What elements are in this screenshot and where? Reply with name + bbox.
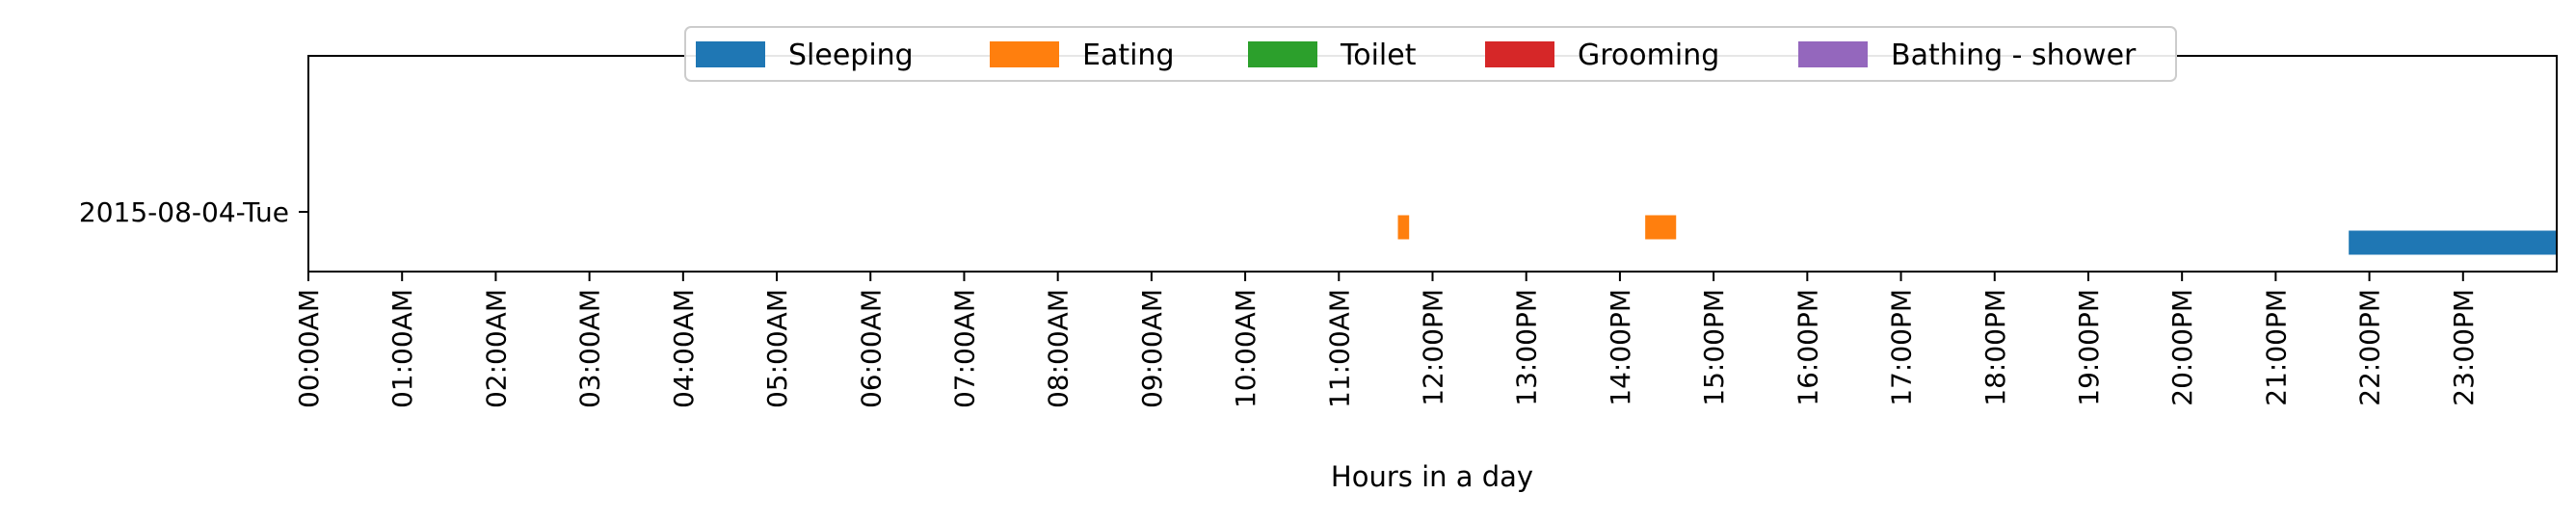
bar-layer xyxy=(1397,215,2557,255)
x-tick-label: 15:00PM xyxy=(1698,289,1730,406)
legend-label: Grooming xyxy=(1578,39,1719,72)
x-tick-label: 03:00AM xyxy=(574,289,606,408)
x-tick-label: 07:00AM xyxy=(948,289,980,408)
x-tick-label: 23:00PM xyxy=(2448,289,2480,406)
x-tick-label: 22:00PM xyxy=(2354,289,2386,406)
x-tick-label: 20:00PM xyxy=(2166,289,2198,406)
x-tick-label: 21:00PM xyxy=(2260,289,2292,406)
x-tick-label: 09:00AM xyxy=(1136,289,1168,408)
x-axis-title: Hours in a day xyxy=(1331,460,1533,493)
x-tick-label: 01:00AM xyxy=(386,289,418,408)
legend-label: Eating xyxy=(1082,39,1175,72)
y-tick-label: 2015-08-04-Tue xyxy=(79,196,289,228)
legend-swatch xyxy=(990,41,1059,67)
legend-swatch xyxy=(1248,41,1317,67)
y-axis: 2015-08-04-Tue xyxy=(79,196,308,228)
legend-swatch xyxy=(696,41,765,67)
x-tick-label: 02:00AM xyxy=(480,289,512,408)
x-tick-label: 19:00PM xyxy=(2073,289,2105,406)
x-tick-label: 05:00AM xyxy=(761,289,793,408)
plot-frame xyxy=(307,55,2558,273)
x-tick-label: 16:00PM xyxy=(1792,289,1823,406)
x-tick-label: 10:00AM xyxy=(1230,289,1261,408)
activity-bar-eating xyxy=(1645,215,1677,240)
x-tick-label: 18:00PM xyxy=(1979,289,2011,406)
x-axis: 00:00AM 01:00AM 02:00AM 03:00AM 04:00AM 05:00… xyxy=(293,272,2480,408)
legend-swatch xyxy=(1485,41,1554,67)
x-tick-label: 08:00AM xyxy=(1043,289,1075,408)
legend-label: Sleeping xyxy=(788,39,914,72)
activity-bar-eating xyxy=(1397,215,1410,240)
x-tick-label: 04:00AM xyxy=(668,289,700,408)
legend-label: Toilet xyxy=(1340,39,1417,72)
activity-bar-sleeping xyxy=(2349,230,2557,255)
legend-swatch xyxy=(1798,41,1868,67)
x-tick-label: 17:00PM xyxy=(1886,289,1918,406)
x-tick-label: 14:00PM xyxy=(1605,289,1636,406)
legend-label: Bathing - shower xyxy=(1891,39,2137,72)
legend: Sleeping Eating Toilet Grooming Bathing - sh… xyxy=(684,26,2177,82)
x-tick-label: 00:00AM xyxy=(293,289,325,408)
x-tick-label: 11:00AM xyxy=(1323,289,1355,408)
x-tick-label: 06:00AM xyxy=(855,289,887,408)
x-tick-label: 13:00PM xyxy=(1511,289,1543,406)
x-tick-label: 12:00PM xyxy=(1418,289,1449,406)
